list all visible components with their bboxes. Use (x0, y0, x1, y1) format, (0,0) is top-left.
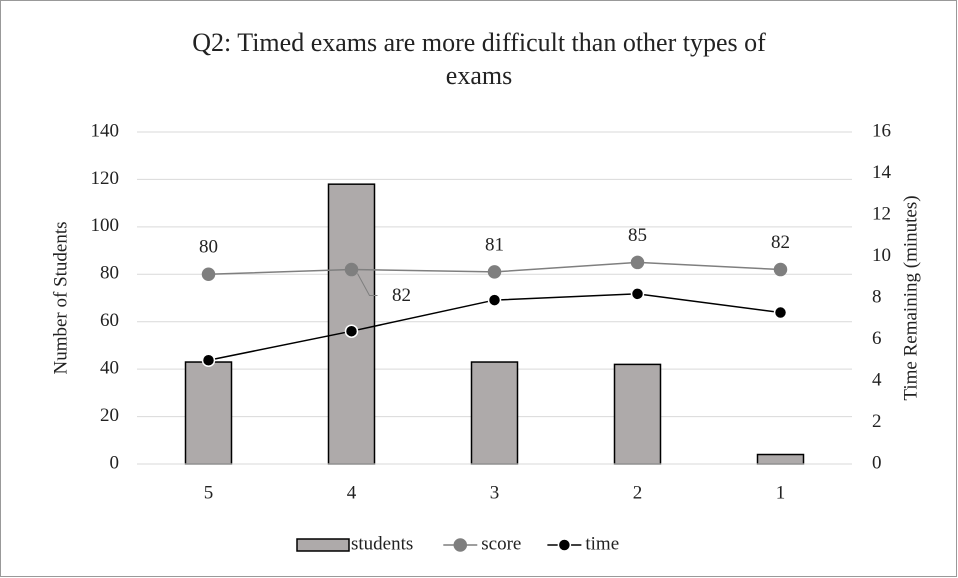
y2-tick-label: 10 (872, 245, 891, 266)
y2-tick-label: 12 (872, 203, 891, 224)
y2-axis-title: Time Remaining (minutes) (900, 195, 921, 400)
line-marker (773, 305, 788, 320)
y-tick-label: 80 (100, 263, 119, 284)
data-label: 85 (628, 225, 647, 246)
y-axis-title: Number of Students (50, 221, 71, 374)
x-tick-label: 3 (490, 482, 500, 503)
x-tick-label: 5 (204, 482, 214, 503)
legend-label: time (585, 533, 619, 554)
line-marker (344, 324, 359, 338)
y2-tick-label: 14 (872, 162, 892, 183)
y2-tick-label: 16 (872, 120, 891, 141)
y2-tick-label: 4 (872, 369, 882, 390)
y-tick-label: 100 (91, 215, 120, 236)
legend-label: students (351, 533, 413, 554)
y-tick-label: 120 (91, 168, 120, 189)
x-tick-label: 2 (633, 482, 643, 503)
bar (756, 453, 805, 465)
y2-tick-label: 8 (872, 286, 882, 307)
line-marker (487, 265, 502, 279)
legend-marker (557, 538, 572, 552)
y2-tick-label: 0 (872, 452, 882, 473)
line-marker (487, 293, 502, 307)
bar (327, 183, 376, 465)
y-tick-label: 0 (110, 452, 120, 473)
bar (184, 361, 233, 465)
data-label: 82 (392, 285, 411, 306)
y-tick-label: 40 (100, 358, 119, 379)
legend-marker (453, 538, 468, 552)
x-tick-label: 1 (776, 482, 786, 503)
data-label: 82 (771, 232, 790, 253)
legend-label: score (481, 533, 521, 554)
chart-title: Q2: Timed exams are more difficult than … (192, 28, 766, 90)
bar (470, 361, 519, 465)
y2-tick-label: 2 (872, 411, 882, 432)
bar (613, 363, 662, 465)
line-marker (630, 287, 645, 301)
line-marker (773, 262, 788, 277)
data-label: 80 (199, 237, 218, 258)
label-leader (357, 273, 378, 297)
line-marker (201, 267, 216, 282)
y-tick-label: 60 (100, 310, 119, 331)
data-label: 81 (485, 234, 504, 255)
y2-tick-label: 6 (872, 328, 882, 349)
x-tick-label: 4 (347, 482, 357, 503)
line-marker (201, 353, 216, 367)
line-marker (344, 262, 359, 277)
y-tick-label: 20 (100, 405, 119, 426)
y-tick-label: 140 (91, 120, 120, 141)
line-marker (630, 255, 645, 270)
legend-swatch (296, 538, 350, 552)
